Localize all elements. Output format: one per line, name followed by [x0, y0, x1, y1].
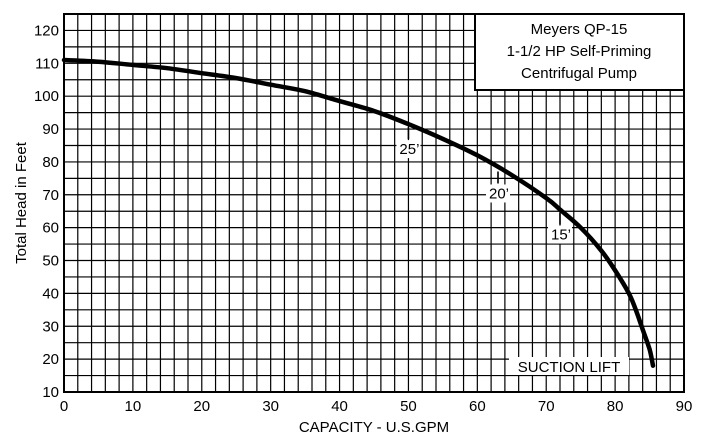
x-axis-title: CAPACITY - U.S.GPM: [299, 419, 449, 436]
x-tick-label: 20: [193, 398, 210, 415]
y-axis-title: Total Head in Feet: [13, 141, 30, 264]
y-tick-label: 110: [35, 55, 59, 72]
suction-lift-value: 25’: [399, 141, 419, 158]
y-tick-label: 60: [42, 220, 59, 237]
tick-labels: 0 10 20 30 40 50 60 70 80 90102030405060708090100…: [34, 22, 692, 415]
title-line-2: 1-1/2 HP Self-Priming: [507, 43, 652, 60]
plot-frame: [63, 13, 685, 393]
title-line-1: Meyers QP-15: [531, 21, 628, 38]
title-box: Meyers QP-15 1-1/2 HP Self-Priming Centr…: [474, 13, 685, 91]
y-tick-label: 10: [42, 384, 59, 401]
suction-lift-label-bg: [396, 140, 421, 159]
y-tick-label: 30: [42, 318, 59, 335]
x-tick-label: 80: [607, 398, 624, 415]
x-tick-label: 0: [60, 398, 68, 415]
suction-lift-value: 15’: [551, 227, 571, 244]
suction-lift-value: 20’: [489, 185, 509, 202]
x-tick-label: 10: [125, 398, 142, 415]
y-tick-label: 120: [34, 22, 59, 39]
y-tick-label: 100: [34, 88, 59, 105]
suction-lift-label-group: SUCTION LIFT: [509, 357, 629, 376]
x-tick-label: 40: [331, 398, 348, 415]
y-tick-label: 90: [42, 121, 59, 138]
title-line-3: Centrifugal Pump: [521, 65, 637, 82]
x-tick-label: 50: [400, 398, 417, 415]
x-tick-label: 60: [469, 398, 486, 415]
x-tick-label: 30: [262, 398, 279, 415]
suction-lift-label: SUCTION LIFT: [518, 359, 621, 376]
y-tick-label: 20: [42, 351, 59, 368]
suction-lift-markers: 25’ 20’ 15’: [396, 127, 572, 244]
y-tick-label: 40: [42, 285, 59, 302]
suction-lift-label-bg: [548, 225, 572, 244]
suction-lift-label-bg: [486, 184, 510, 203]
x-tick-label: 90: [676, 398, 693, 415]
y-tick-label: 80: [42, 154, 59, 171]
performance-curve: [61, 57, 656, 368]
x-tick-label: 70: [538, 398, 555, 415]
y-tick-label: 50: [42, 253, 59, 270]
y-tick-label: 70: [42, 187, 59, 204]
